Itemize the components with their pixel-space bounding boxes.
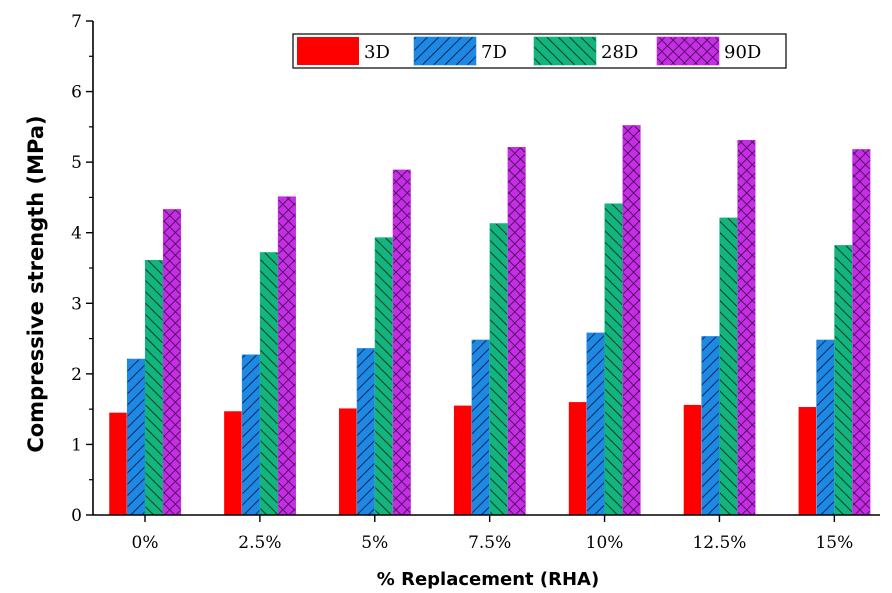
bar-7D-5% [356,348,375,516]
bar-90D-10% [622,125,641,516]
y-tick-label: 6 [71,83,82,103]
legend-label-90D: 90D [724,42,761,63]
bar-28D-2.5% [259,252,278,516]
x-tick-label: 10% [586,533,624,553]
bar-7D-0% [126,358,146,516]
bar-90D-15% [852,149,871,516]
bar-3D-0% [109,412,127,515]
bars-group [109,125,871,516]
bar-7D-12.5% [701,336,720,516]
legend-swatch-28D [533,36,597,66]
y-tick-label: 0 [71,506,82,526]
bar-7D-2.5% [241,354,260,516]
bar-3D-7.5% [453,405,472,515]
bar-90D-0% [162,209,182,516]
bar-90D-5% [392,169,411,516]
y-tick-label: 7 [71,12,82,32]
x-tick-label: 2.5% [238,533,281,553]
bar-3D-15% [798,407,817,515]
bar-3D-12.5% [683,404,702,515]
bar-90D-7.5% [507,147,526,516]
y-axis-title: Compressive strength (MPa) [24,115,48,452]
x-tick-label: 0% [132,533,159,553]
bar-28D-7.5% [489,223,508,516]
legend-label-7D: 7D [481,42,507,63]
y-tick-label: 5 [71,153,82,173]
bar-28D-5% [374,237,393,516]
legend-label-28D: 28D [601,42,638,63]
bar-28D-15% [834,245,853,516]
bar-7D-15% [816,339,835,516]
bar-7D-7.5% [471,339,490,516]
legend-swatch-3D [297,37,359,65]
legend-swatch-90D [656,36,720,66]
bar-28D-10% [604,203,623,516]
bar-7D-10% [586,332,605,516]
bar-28D-12.5% [719,217,738,516]
x-tick-label: 5% [361,533,388,553]
bar-3D-2.5% [224,411,242,515]
legend-label-3D: 3D [364,42,390,63]
y-tick-label: 4 [71,224,82,244]
legend-swatch-7D [413,36,477,66]
bar-90D-2.5% [277,196,296,516]
bar-3D-5% [339,408,357,515]
x-tick-label: 15% [815,533,853,553]
y-tick-label: 1 [71,435,82,455]
x-axis-title: % Replacement (RHA) [377,569,599,590]
bar-28D-0% [144,259,164,516]
y-tick-label: 2 [71,365,82,385]
x-tick-label: 12.5% [692,533,746,553]
legend: 3D 7D 28D 90D [292,33,787,69]
x-tick-label: 7.5% [468,533,511,553]
ticks-group: 0 1 2 3 4 5 6 7 0% 2.5% 5% 7.5% 10% 12.5% 15% [71,12,853,553]
y-tick-label: 3 [71,294,82,314]
bar-3D-10% [568,402,587,515]
bar-90D-12.5% [737,139,756,516]
